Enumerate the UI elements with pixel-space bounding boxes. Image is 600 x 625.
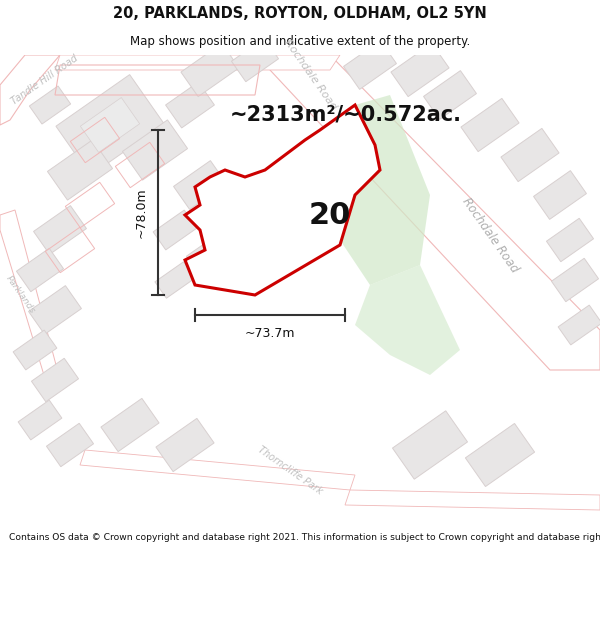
Polygon shape xyxy=(547,218,593,262)
Polygon shape xyxy=(551,258,599,302)
Polygon shape xyxy=(101,398,159,452)
Polygon shape xyxy=(392,411,467,479)
Text: ~78.0m: ~78.0m xyxy=(135,188,148,238)
Polygon shape xyxy=(34,206,86,254)
Polygon shape xyxy=(166,82,214,128)
Polygon shape xyxy=(80,98,140,152)
Polygon shape xyxy=(187,233,233,277)
Polygon shape xyxy=(16,248,64,292)
Polygon shape xyxy=(345,490,600,510)
Polygon shape xyxy=(0,55,60,125)
Polygon shape xyxy=(270,55,600,370)
Text: Tandle Hill Road: Tandle Hill Road xyxy=(10,53,80,107)
Polygon shape xyxy=(344,41,397,89)
Polygon shape xyxy=(56,74,164,176)
Polygon shape xyxy=(31,358,79,402)
Text: Rochdale Road: Rochdale Road xyxy=(459,195,521,275)
Polygon shape xyxy=(355,265,460,375)
Polygon shape xyxy=(29,86,71,124)
Polygon shape xyxy=(181,43,239,97)
Text: Map shows position and indicative extent of the property.: Map shows position and indicative extent… xyxy=(130,35,470,48)
Polygon shape xyxy=(558,305,600,345)
Polygon shape xyxy=(501,128,559,182)
Polygon shape xyxy=(18,400,62,440)
Polygon shape xyxy=(13,330,57,370)
Polygon shape xyxy=(461,98,519,152)
Polygon shape xyxy=(466,424,535,486)
Polygon shape xyxy=(533,171,586,219)
Text: ~73.7m: ~73.7m xyxy=(245,327,295,340)
Polygon shape xyxy=(153,210,197,250)
Text: 20, PARKLANDS, ROYTON, OLDHAM, OL2 5YN: 20, PARKLANDS, ROYTON, OLDHAM, OL2 5YN xyxy=(113,6,487,21)
Polygon shape xyxy=(173,161,226,209)
Polygon shape xyxy=(424,71,476,119)
Polygon shape xyxy=(155,262,195,298)
Text: Parklands: Parklands xyxy=(4,274,37,316)
Polygon shape xyxy=(29,286,82,334)
Polygon shape xyxy=(391,43,449,97)
Polygon shape xyxy=(0,210,60,395)
Polygon shape xyxy=(185,105,380,295)
Text: 20: 20 xyxy=(309,201,351,229)
Polygon shape xyxy=(46,423,94,467)
Text: Contains OS data © Crown copyright and database right 2021. This information is : Contains OS data © Crown copyright and d… xyxy=(9,533,600,542)
Polygon shape xyxy=(47,140,113,200)
Polygon shape xyxy=(80,450,355,490)
Text: Rochdale Road: Rochdale Road xyxy=(282,38,338,112)
Text: ~2313m²/~0.572ac.: ~2313m²/~0.572ac. xyxy=(230,105,462,125)
Polygon shape xyxy=(122,120,188,180)
Polygon shape xyxy=(156,418,214,472)
Polygon shape xyxy=(232,38,278,82)
Polygon shape xyxy=(211,188,259,232)
Text: Thorncliffe Park: Thorncliffe Park xyxy=(256,444,324,496)
Polygon shape xyxy=(295,95,430,285)
Polygon shape xyxy=(55,55,340,70)
